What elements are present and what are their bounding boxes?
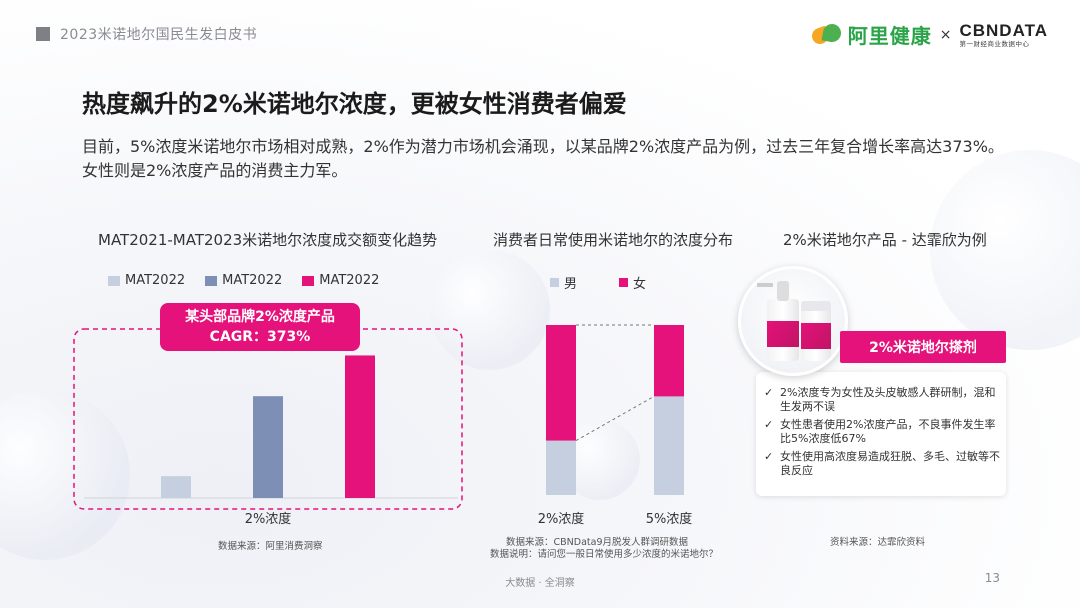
- bar-series-1: [161, 476, 191, 498]
- background-bubble: [430, 250, 550, 370]
- background-bubble: [0, 390, 130, 560]
- panel2-legend: 男 女: [550, 273, 666, 292]
- stacked-bar-男-1: [546, 440, 576, 495]
- callout-line1: 某头部品牌2%浓度产品: [185, 309, 335, 325]
- legend-swatch: [108, 275, 120, 286]
- panel2-stacked-bar-chart: 2%浓度 5%浓度: [538, 324, 693, 527]
- callout-line2: CAGR：373%: [209, 329, 311, 345]
- ali-health-logo: 阿里健康: [809, 20, 932, 49]
- product-info-card: [756, 372, 1006, 496]
- brand-separator: ×: [939, 26, 952, 43]
- document-title: 2023米诺地尔国民生发白皮书: [60, 27, 258, 43]
- cagr-callout: 某头部品牌2%浓度产品 CAGR：373%: [160, 303, 360, 351]
- legend-swatch: [205, 275, 218, 286]
- bullet-item: ✓ 女性使用高浓度易造成狂脱、多毛、过敏等不良反应: [764, 450, 1000, 478]
- x-tick-label: 5%浓度: [646, 511, 693, 527]
- panel1-title: MAT2021-MAT2023米诺地尔浓度成交额变化趋势: [98, 231, 438, 249]
- legend-label: 女: [633, 277, 647, 292]
- bottle-image: [801, 301, 831, 361]
- ali-health-name: 阿里健康: [847, 24, 932, 48]
- panel3-title: 2%米诺地尔产品 - 达霏欣为例: [783, 231, 987, 249]
- legend-label: MAT2022: [125, 273, 186, 288]
- x-tick-label: 2%浓度: [538, 511, 585, 527]
- legend-label: 男: [564, 277, 578, 292]
- legend-swatch: [619, 278, 629, 287]
- bar-series-2: [253, 396, 283, 498]
- bullet-text: 2%浓度专为女性及头皮敏感人群研制，混和生发两不误: [780, 386, 996, 413]
- bar-series-3: [345, 355, 375, 498]
- bullet-text: 女性患者使用2%浓度产品，不良事件发生率比5%浓度低67%: [780, 418, 996, 445]
- intro-paragraph: 目前，5%浓度米诺地尔市场相对成熟，2%作为潜力市场机会涌现，以某品牌2%浓度产…: [82, 137, 1004, 180]
- panel2-title: 消费者日常使用米诺地尔的浓度分布: [493, 231, 734, 249]
- panel1-legend: MAT2022 MAT2022 MAT2022: [108, 273, 399, 288]
- bullet-item: ✓ 2%浓度专为女性及头皮敏感人群研制，混和生发两不误: [764, 386, 1000, 414]
- footer-tagline: 大数据 · 全洞察: [505, 578, 575, 589]
- brand-logos: 阿里健康 × CBNDATA 第一财经商业数据中心: [809, 20, 1048, 49]
- page-number: 13: [984, 571, 1000, 585]
- legend-item: MAT2022: [205, 273, 282, 288]
- check-icon: ✓: [764, 418, 774, 431]
- document-header: 2023米诺地尔国民生发白皮书: [36, 24, 257, 44]
- legend-label: MAT2022: [319, 273, 380, 288]
- check-icon: ✓: [764, 450, 774, 463]
- bullet-text: 女性使用高浓度易造成狂脱、多毛、过敏等不良反应: [780, 450, 1000, 477]
- cbndata-subtitle: 第一财经商业数据中心: [959, 39, 1030, 48]
- legend-item: MAT2022: [108, 273, 185, 288]
- product-bullets: ✓ 2%浓度专为女性及头皮敏感人群研制，混和生发两不误 ✓ 女性患者使用2%浓度产品…: [764, 386, 1000, 482]
- background-bubble: [930, 150, 1080, 350]
- cbndata-logo: CBNDATA 第一财经商业数据中心: [959, 22, 1048, 48]
- stacked-bar-男-2: [654, 396, 684, 495]
- stacked-bar-女-2: [654, 325, 684, 397]
- legend-swatch: [302, 275, 315, 286]
- ali-health-leaf-icon: [809, 22, 843, 46]
- product-tag: 2%米诺地尔搽剂: [840, 331, 1006, 363]
- panel1-source: 数据来源：阿里消费洞察: [218, 541, 323, 552]
- legend-item: MAT2022: [302, 273, 379, 288]
- header-square-icon: [36, 27, 50, 41]
- spray-bottle-image: [757, 281, 799, 361]
- panel1-bar-chart: 2%浓度: [73, 328, 463, 527]
- connector-line-2: [575, 395, 655, 442]
- panel2-source-line1: 数据来源：CBNData9月脱发人群调研数据: [506, 537, 688, 548]
- legend-item: 女: [619, 273, 646, 292]
- legend-item: 男: [550, 273, 577, 292]
- cbndata-name: CBNDATA: [959, 20, 1048, 40]
- legend-label: MAT2022: [222, 273, 283, 288]
- legend-swatch: [550, 278, 559, 287]
- check-icon: ✓: [764, 386, 774, 399]
- bullet-item: ✓ 女性患者使用2%浓度产品，不良事件发生率比5%浓度低67%: [764, 418, 1000, 446]
- product-image: [738, 266, 848, 376]
- panel2-source-line2: 数据说明：请问您一般日常使用多少浓度的米诺地尔？: [490, 549, 719, 560]
- panel3-source: 资料来源：达霏欣资料: [830, 537, 926, 548]
- x-tick-label: 2%浓度: [245, 511, 292, 527]
- page-headline: 热度飙升的2%米诺地尔浓度，更被女性消费者偏爱: [82, 90, 627, 118]
- stacked-bar-女-1: [546, 325, 576, 441]
